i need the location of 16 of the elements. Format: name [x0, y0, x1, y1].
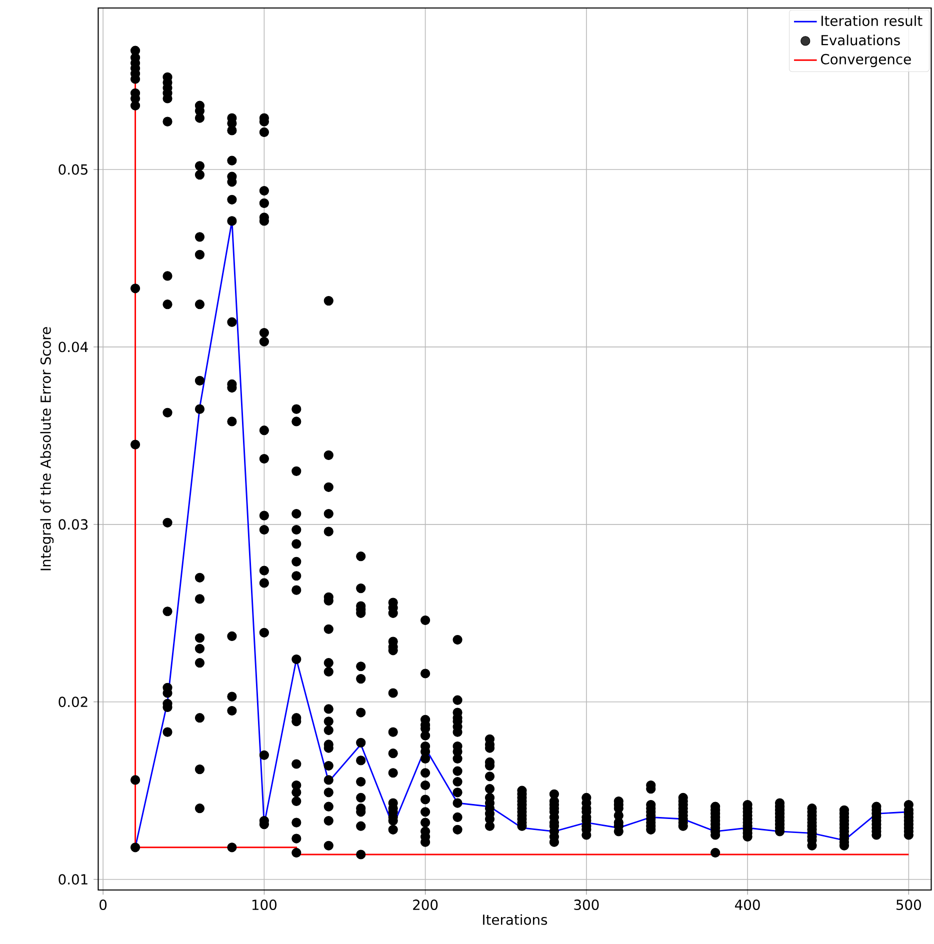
y-tick-label: 0.03 — [58, 519, 88, 530]
legend-label: Iteration result — [821, 15, 922, 26]
x-tick-label: 300 — [574, 900, 599, 910]
x-tick-label: 0 — [99, 900, 106, 910]
x-tick-label: 400 — [734, 900, 760, 910]
x-tick-label: 500 — [896, 900, 921, 910]
y-tick-label: 0.02 — [58, 696, 88, 708]
x-tick-label: 200 — [412, 900, 438, 910]
legend-label: Evaluations — [821, 34, 900, 46]
legend-label: Convergence — [820, 54, 911, 68]
y-tick-label: 0.04 — [58, 342, 88, 352]
y-axis-title: Integral of the Absolute Error Score — [40, 327, 54, 570]
x-tick-label: 100 — [252, 900, 276, 910]
y-tick-label: 0.05 — [58, 164, 88, 175]
x-axis-title: Iterations — [482, 914, 547, 925]
y-tick-label: 0.01 — [58, 874, 88, 885]
